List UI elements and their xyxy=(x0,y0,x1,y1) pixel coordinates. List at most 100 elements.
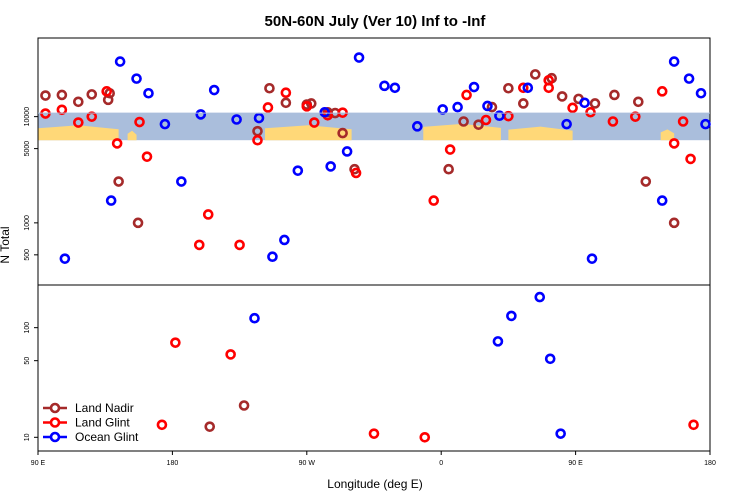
top-point-land-glint-18 xyxy=(350,167,362,179)
latitude-band-ocean xyxy=(38,113,710,141)
top-point-land-glint-27 xyxy=(567,102,578,114)
top-point-land-glint-15 xyxy=(308,117,320,128)
bottom-point-ocean-glint-2 xyxy=(506,310,517,322)
top-point-land-glint-10 xyxy=(234,239,245,251)
x-axis-label: Longitude (deg E) xyxy=(327,477,422,491)
top-point-land-glint-21 xyxy=(461,89,472,101)
top-y-tick-label-10000: 10000 xyxy=(24,107,31,127)
top-point-land-glint-9 xyxy=(202,209,214,220)
top-point-ocean-glint-8 xyxy=(208,84,220,96)
top-point-land-nadir-19 xyxy=(473,119,484,130)
top-data-points xyxy=(40,52,711,264)
top-point-land-nadir-30 xyxy=(640,176,652,187)
top-point-land-glint-34 xyxy=(685,153,696,165)
latitude-band-land xyxy=(38,123,675,141)
top-y-tick-label-5000: 5000 xyxy=(24,141,31,157)
top-point-land-glint-28 xyxy=(585,106,596,118)
bottom-panel: 10 50 100 xyxy=(24,284,711,452)
bottom-point-land-nadir-0 xyxy=(204,421,216,432)
top-point-land-nadir-1 xyxy=(56,89,68,101)
top-point-ocean-glint-6 xyxy=(176,176,187,187)
top-point-land-glint-12 xyxy=(262,102,274,113)
top-point-land-glint-31 xyxy=(656,86,668,97)
top-point-land-nadir-29 xyxy=(633,96,644,108)
top-point-ocean-glint-9 xyxy=(231,114,242,125)
top-point-ocean-glint-2 xyxy=(114,56,126,67)
top-point-land-nadir-17 xyxy=(443,163,454,175)
top-panel: 500 1000 5000 10000 xyxy=(24,37,711,286)
bottom-data-points xyxy=(156,291,699,443)
top-point-ocean-glint-17 xyxy=(353,52,365,63)
top-point-land-nadir-27 xyxy=(589,98,601,109)
bottom-point-ocean-glint-1 xyxy=(492,336,504,347)
x-tick-label-90: 90 E xyxy=(31,460,46,467)
top-point-ocean-glint-5 xyxy=(159,118,171,130)
x-tick-label-180: 180 xyxy=(167,460,179,467)
bottom-point-ocean-glint-0 xyxy=(249,312,260,324)
top-point-land-glint-2 xyxy=(73,117,84,128)
top-point-land-nadir-3 xyxy=(86,89,98,100)
bottom-point-land-glint-0 xyxy=(156,419,168,431)
top-point-ocean-glint-21 xyxy=(437,104,448,115)
top-point-land-glint-11 xyxy=(252,134,263,146)
bottom-panel-frame xyxy=(37,284,711,452)
bottom-point-land-glint-5 xyxy=(688,419,699,431)
top-point-land-nadir-10 xyxy=(280,97,292,109)
bottom-point-ocean-glint-4 xyxy=(544,353,556,365)
top-point-land-nadir-18 xyxy=(458,116,469,127)
top-point-ocean-glint-4 xyxy=(143,87,154,99)
top-point-ocean-glint-7 xyxy=(195,109,207,120)
top-point-land-glint-26 xyxy=(543,82,555,94)
top-point-ocean-glint-28 xyxy=(579,97,590,109)
top-point-ocean-glint-27 xyxy=(561,118,572,130)
top-y-axis: 500 1000 5000 10000 xyxy=(24,107,38,261)
bottom-y-tick-label-50: 50 xyxy=(24,357,31,365)
x-axis: 90 E 180 90 W 0 90 E 180 xyxy=(31,451,716,467)
top-point-land-glint-5 xyxy=(111,138,123,149)
top-point-ocean-glint-15 xyxy=(325,161,336,172)
top-point-ocean-glint-0 xyxy=(59,253,71,264)
top-point-land-glint-4 xyxy=(101,86,112,97)
top-point-land-nadir-0 xyxy=(40,90,51,101)
legend-marker-land-nadir xyxy=(49,402,61,414)
bottom-point-land-glint-1 xyxy=(170,337,181,348)
x-tick-label-540: 180 xyxy=(704,460,716,467)
top-point-land-glint-32 xyxy=(668,138,680,149)
top-point-ocean-glint-34 xyxy=(700,118,711,130)
top-point-land-nadir-22 xyxy=(518,98,529,109)
bottom-y-tick-label-10: 10 xyxy=(24,433,31,441)
top-point-land-nadir-6 xyxy=(113,176,124,187)
top-point-ocean-glint-29 xyxy=(586,253,598,264)
top-point-land-glint-20 xyxy=(444,144,456,155)
top-point-ocean-glint-19 xyxy=(389,82,401,94)
top-point-land-nadir-25 xyxy=(556,91,568,102)
top-point-land-nadir-23 xyxy=(529,69,541,80)
bottom-point-ocean-glint-3 xyxy=(534,291,546,303)
top-point-ocean-glint-16 xyxy=(341,146,353,157)
y-axis-label: N Total xyxy=(0,226,12,263)
top-point-land-glint-13 xyxy=(280,87,292,99)
legend-marker-land-glint xyxy=(49,417,61,428)
top-point-ocean-glint-25 xyxy=(494,110,505,122)
top-point-ocean-glint-11 xyxy=(267,251,278,263)
top-point-ocean-glint-24 xyxy=(482,100,493,112)
top-point-land-nadir-2 xyxy=(73,96,84,108)
top-point-ocean-glint-26 xyxy=(522,82,534,94)
legend-label-land-glint: Land Glint xyxy=(75,416,130,430)
bottom-point-land-glint-4 xyxy=(419,432,431,443)
chart-title: 50N-60N July (Ver 10) Inf to -Inf xyxy=(265,13,487,30)
top-point-ocean-glint-22 xyxy=(452,101,463,113)
top-point-land-glint-8 xyxy=(193,239,205,251)
legend-marker-ocean-glint xyxy=(49,431,61,443)
top-point-land-nadir-31 xyxy=(668,217,680,229)
top-point-ocean-glint-33 xyxy=(695,87,707,99)
top-point-ocean-glint-31 xyxy=(668,56,680,67)
x-tick-label-270: 90 W xyxy=(299,460,316,467)
top-point-land-nadir-7 xyxy=(132,217,144,229)
top-point-land-glint-7 xyxy=(141,151,153,162)
x-tick-label-450: 90 E xyxy=(568,460,583,467)
top-point-land-glint-33 xyxy=(677,116,689,127)
top-point-ocean-glint-14 xyxy=(319,106,331,118)
top-y-tick-label-1000: 1000 xyxy=(24,215,31,231)
